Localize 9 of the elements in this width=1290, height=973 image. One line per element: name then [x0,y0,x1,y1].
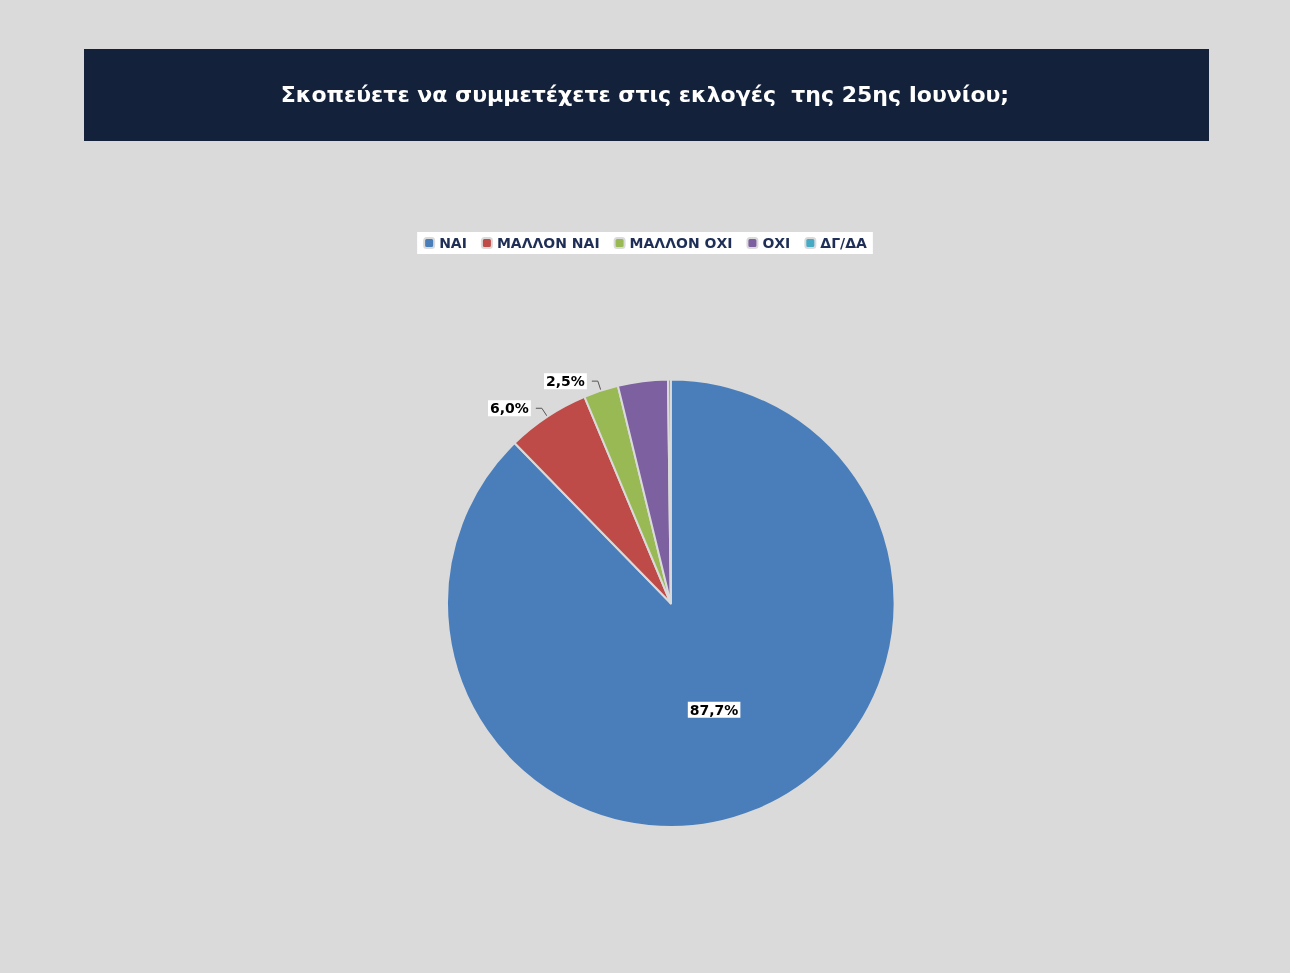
chart-title: Σκοπεύετε να συμμετέχετε στις εκλογές της 25ης Ιουνίου; [280,81,1010,107]
data-label: 87,7% [689,701,739,718]
data-label: 6,0% [490,400,529,417]
legend-label: ΝΑΙ [439,235,467,251]
data-label: 2,5% [546,373,585,390]
legend-label: ΔΓ/ΔΑ [820,235,868,251]
legend-label: ΟΧΙ [762,235,791,251]
legend-label: ΜΑΛΛΟΝ ΝΑΙ [496,235,600,251]
legend-label: ΜΑΛΛΟΝ ΟΧΙ [629,235,733,251]
